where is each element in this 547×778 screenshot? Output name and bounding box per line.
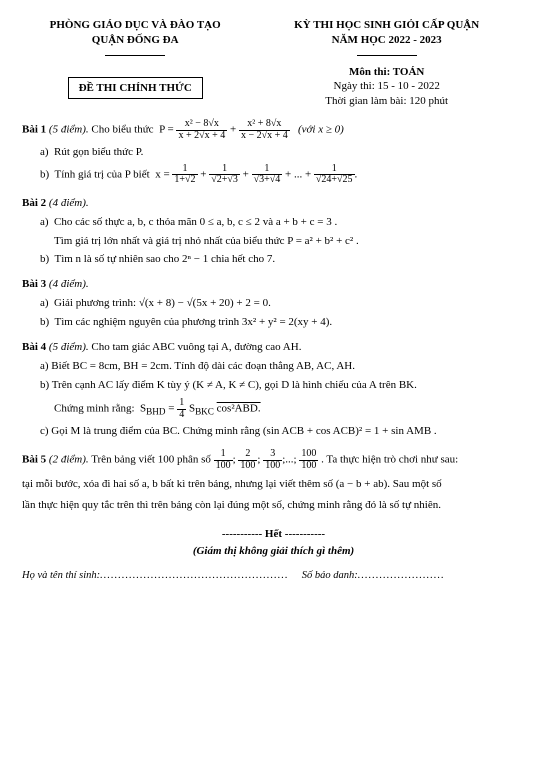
header-right: KỲ THI HỌC SINH GIỎI CẤP QUẬN NĂM HỌC 20… (248, 18, 525, 109)
bai1-cond: (với x ≥ 0) (298, 124, 344, 136)
bai4-b: b) Trên cạnh AC lấy điểm K tùy ý (K ≠ A,… (40, 378, 525, 393)
bai3-title: Bài 3 (22, 278, 46, 290)
het-line: ----------- Hết ----------- (22, 527, 525, 542)
bai4-c: c) Gọi M là trung điểm của BC. Chứng min… (40, 424, 525, 439)
header: PHÒNG GIÁO DỤC VÀ ĐÀO TẠO QUẬN ĐỐNG ĐA Đ… (22, 18, 525, 109)
header-left: PHÒNG GIÁO DỤC VÀ ĐÀO TẠO QUẬN ĐỐNG ĐA Đ… (22, 18, 248, 109)
bai4-b2: Chứng minh rằng: SBHD = 14 SBKC cos²ABD. (54, 398, 525, 420)
bai-2: Bài 2 (4 điểm). a) Cho các số thực a, b,… (22, 196, 525, 267)
bai2-a1: a) Cho các số thực a, b, c thỏa mãn 0 ≤ … (40, 215, 525, 230)
bai3-a: a) Giải phương trình: √(x + 8) − √(5x + … (40, 296, 525, 311)
bai2-a2: Tìm giá trị lớn nhất và giá trị nhỏ nhất… (54, 234, 525, 249)
exam-line1: KỲ THI HỌC SINH GIỎI CẤP QUẬN (248, 18, 525, 33)
ngay-thi: Ngày thi: 15 - 10 - 2022 (248, 79, 525, 94)
bai1-a: a) Rút gọn biểu thức P. (40, 145, 525, 160)
hoten-label: Họ và tên thí sinh: (22, 570, 100, 581)
bai2-b: b) Tìm n là số tự nhiên sao cho 2ⁿ − 1 c… (40, 252, 525, 267)
bai5-title: Bài 5 (22, 454, 46, 466)
bai5-line2: tại mỗi bước, xóa đi hai số a, b bất kì … (22, 477, 525, 492)
bai-1: Bài 1 (5 điểm). Cho biểu thức P = x² − 8… (22, 119, 525, 186)
exam-line2: NĂM HỌC 2022 - 2023 (248, 33, 525, 48)
bai4-pts: (5 điểm). (49, 341, 89, 353)
P-sym: P = (159, 124, 174, 136)
bai1-b: b) Tính giá trị của P biết x = 11+√2 + 1… (40, 164, 525, 186)
footer: Họ và tên thí sinh:.....................… (22, 569, 525, 583)
bai1-frac1: x² − 8√x x + 2√x + 4 (176, 119, 227, 141)
bai-3: Bài 3 (4 điểm). a) Giải phương trình: √(… (22, 277, 525, 330)
bai1-intro: Cho biểu thức (91, 124, 153, 136)
bai-4: Bài 4 (5 điểm). Cho tam giác ABC vuông t… (22, 340, 525, 439)
divider-left (105, 55, 165, 56)
bai4-a: a) Biết BC = 8cm, BH = 2cm. Tính độ dài … (40, 359, 525, 374)
bai2-title: Bài 2 (22, 197, 46, 209)
giamthi-line: (Giám thị không giải thích gì thêm) (22, 544, 525, 559)
bai-5: Bài 5 (2 điểm). Trên bảng viết 100 phân … (22, 449, 525, 513)
exam-page: PHÒNG GIÁO DỤC VÀ ĐÀO TẠO QUẬN ĐỐNG ĐA Đ… (0, 0, 547, 778)
thoi-gian: Thời gian làm bài: 120 phút (248, 94, 525, 109)
dept-line2: QUẬN ĐỐNG ĐA (22, 33, 248, 48)
bai3-b: b) Tìm các nghiệm nguyên của phương trìn… (40, 315, 525, 330)
dept-line1: PHÒNG GIÁO DỤC VÀ ĐÀO TẠO (22, 18, 248, 33)
bai2-pts: (4 điểm). (49, 197, 89, 209)
bai4-title: Bài 4 (22, 341, 46, 353)
bai4-intro: Cho tam giác ABC vuông tại A, đường cao … (91, 341, 301, 353)
dethi-box: ĐỀ THI CHÍNH THỨC (68, 77, 203, 100)
bai1-pts: (5 điểm). (49, 124, 89, 136)
bai5-pts: (2 điểm). (49, 454, 89, 466)
mon-thi: Môn thi: TOÁN (248, 65, 525, 80)
sbd-label: Số báo danh: (302, 570, 358, 581)
bai5-line3: lần thực hiện quy tắc trên thì trên bảng… (22, 498, 525, 513)
divider-right (357, 55, 417, 56)
bai5-pre: Trên bảng viết 100 phân số (91, 454, 211, 466)
bai1-frac2: x² + 8√x x − 2√x + 4 (239, 119, 290, 141)
bai3-pts: (4 điểm). (49, 278, 89, 290)
bai1-title: Bài 1 (22, 124, 46, 136)
